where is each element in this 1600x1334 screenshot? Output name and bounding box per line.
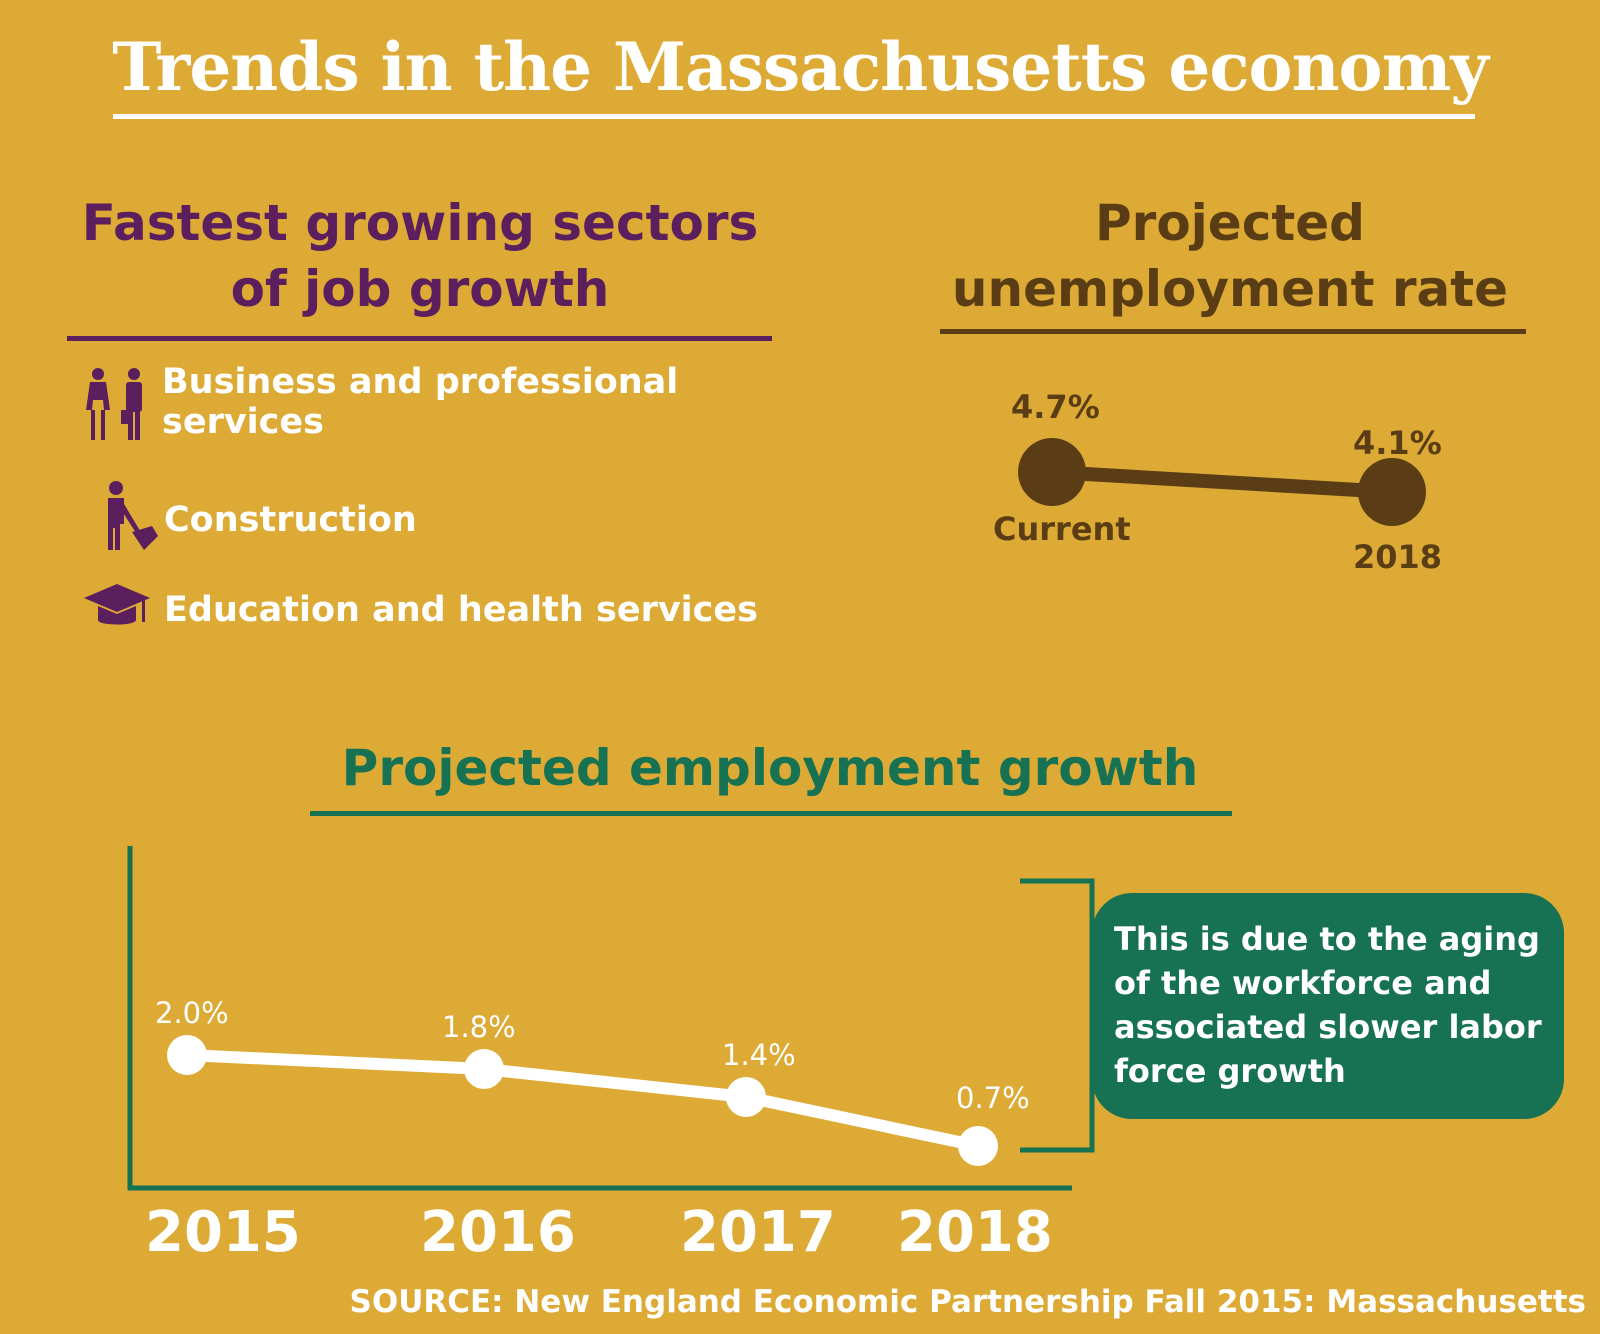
employment-line [186,1049,980,1152]
employment-value-label-2018: 0.7% [956,1081,1030,1115]
employment-value-label-2016: 1.8% [442,1010,516,1044]
sector-label-business: Business and professional services [162,362,679,442]
unemployment-point-current [1018,438,1086,506]
employment-note: This is due to the aging of the workforc… [1092,893,1564,1119]
employment-point-2017 [726,1077,766,1117]
sector-item-construction: Construction [82,480,782,550]
unemployment-value-current: 4.7% [1011,388,1100,426]
sectors-underline [67,336,772,341]
unemployment-category-2018: 2018 [1353,538,1443,576]
employment-tick-2017: 2017 [680,1200,836,1265]
sector-item-education: Education and health services [82,582,822,642]
unemployment-point-2018 [1358,458,1426,526]
sectors-heading-line2: of job growth [230,260,610,318]
unemployment-chart [1018,438,1426,526]
source-citation: SOURCE: New England Economic Partnership… [349,1284,1586,1320]
employment-point-2016 [464,1049,504,1089]
employment-tick-2016: 2016 [420,1200,576,1265]
unemployment-category-current: Current [993,510,1131,548]
unemployment-heading-line1: Projected [1095,194,1365,252]
employment-value-label-2017: 1.4% [722,1038,796,1072]
employment-bracket [1020,878,1095,1153]
employment-underline [310,811,1232,816]
unemployment-underline [940,329,1526,334]
employment-point-2018 [958,1126,998,1166]
employment-value-label-2015: 2.0% [155,996,229,1030]
sector-label-construction: Construction [164,500,417,540]
employment-point-2015 [167,1035,207,1075]
employment-tick-2015: 2015 [145,1200,301,1265]
page-title: Trends in the Massachusetts economy [112,28,1489,106]
sectors-heading-line1: Fastest growing sectors [81,194,759,252]
unemployment-heading: Projected unemployment rate [930,190,1530,322]
construction-worker-icon [108,481,158,550]
employment-heading: Projected employment growth [341,739,1199,797]
unemployment-line [1051,465,1393,499]
sectors-section: Fastest growing sectors of job growth Bu… [40,190,800,650]
title-underline [113,114,1475,119]
graduation-cap-icon [84,584,150,625]
sectors-heading: Fastest growing sectors of job growth [40,190,800,322]
sector-label-education: Education and health services [164,590,758,630]
employment-tick-2018: 2018 [897,1200,1053,1265]
unemployment-value-2018: 4.1% [1353,424,1442,462]
business-people-icon [86,368,142,440]
unemployment-heading-line2: unemployment rate [951,260,1509,318]
employment-series: 2.0% 1.8% 1.4% 0.7% [155,996,1030,1166]
sector-item-business: Business and professional services [82,362,782,442]
